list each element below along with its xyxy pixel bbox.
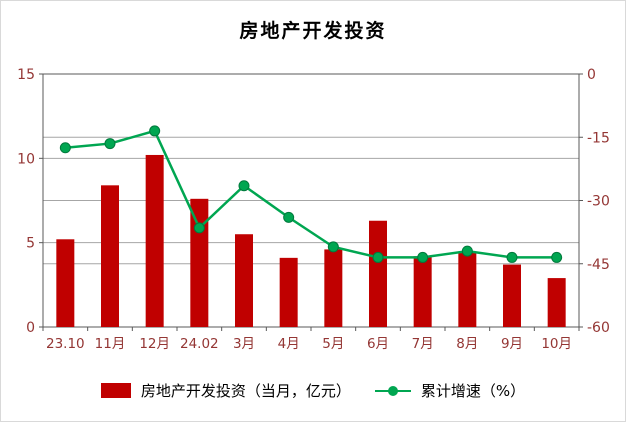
svg-text:4月: 4月: [278, 336, 300, 352]
svg-text:5: 5: [26, 236, 35, 252]
bar-series-swatch-icon: [100, 383, 131, 398]
svg-text:9月: 9月: [501, 336, 523, 352]
svg-text:11月: 11月: [95, 336, 126, 352]
svg-text:15: 15: [17, 67, 35, 83]
svg-text:6月: 6月: [367, 336, 389, 352]
line-series-label: 累计增速（%）: [420, 382, 526, 400]
line-marker-dot: [387, 385, 398, 396]
svg-text:7月: 7月: [412, 336, 434, 352]
svg-text:24.02: 24.02: [180, 336, 219, 352]
svg-text:-45: -45: [587, 257, 610, 273]
svg-text:-15: -15: [587, 130, 610, 146]
svg-text:-30: -30: [587, 194, 610, 210]
svg-text:10: 10: [17, 151, 35, 167]
chart-legend: 房地产开发投资（当月，亿元） 累计增速（%）: [1, 380, 625, 401]
svg-text:10月: 10月: [541, 336, 572, 352]
svg-text:3月: 3月: [233, 336, 255, 352]
svg-text:0: 0: [587, 67, 596, 83]
svg-text:23.10: 23.10: [46, 336, 85, 352]
svg-text:0: 0: [26, 320, 35, 336]
svg-text:8月: 8月: [456, 336, 478, 352]
svg-text:12月: 12月: [139, 336, 170, 352]
line-series-marker-icon: [374, 384, 411, 398]
svg-text:5月: 5月: [322, 336, 344, 352]
bar-series-label: 房地产开发投资（当月，亿元）: [140, 382, 351, 400]
chart-title: 房地产开发投资: [239, 20, 387, 42]
svg-text:-60: -60: [587, 320, 610, 336]
